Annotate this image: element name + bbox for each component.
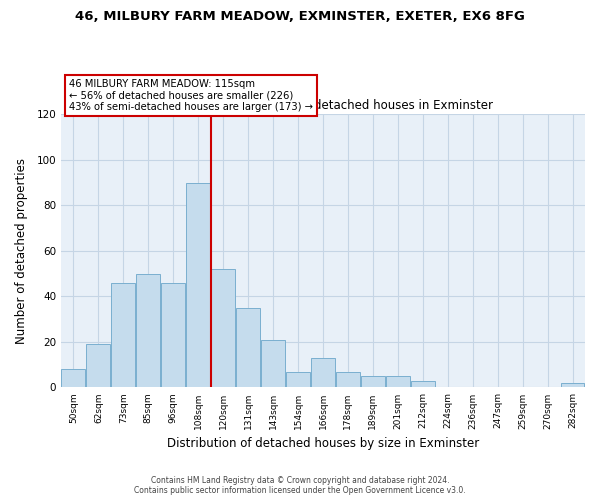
Bar: [311, 358, 335, 388]
Bar: [560, 383, 584, 388]
Bar: [161, 283, 185, 388]
Bar: [86, 344, 110, 388]
Bar: [236, 308, 260, 388]
Bar: [136, 274, 160, 388]
Bar: [336, 372, 360, 388]
Bar: [286, 372, 310, 388]
Text: 46, MILBURY FARM MEADOW, EXMINSTER, EXETER, EX6 8FG: 46, MILBURY FARM MEADOW, EXMINSTER, EXET…: [75, 10, 525, 23]
Bar: [411, 380, 435, 388]
Bar: [386, 376, 410, 388]
Bar: [261, 340, 285, 388]
Title: Size of property relative to detached houses in Exminster: Size of property relative to detached ho…: [152, 99, 493, 112]
Bar: [211, 269, 235, 388]
Text: Contains HM Land Registry data © Crown copyright and database right 2024.
Contai: Contains HM Land Registry data © Crown c…: [134, 476, 466, 495]
Bar: [186, 182, 210, 388]
Bar: [361, 376, 385, 388]
Bar: [112, 283, 135, 388]
X-axis label: Distribution of detached houses by size in Exminster: Distribution of detached houses by size …: [167, 437, 479, 450]
Y-axis label: Number of detached properties: Number of detached properties: [15, 158, 28, 344]
Bar: [61, 369, 85, 388]
Text: 46 MILBURY FARM MEADOW: 115sqm
← 56% of detached houses are smaller (226)
43% of: 46 MILBURY FARM MEADOW: 115sqm ← 56% of …: [69, 79, 313, 112]
